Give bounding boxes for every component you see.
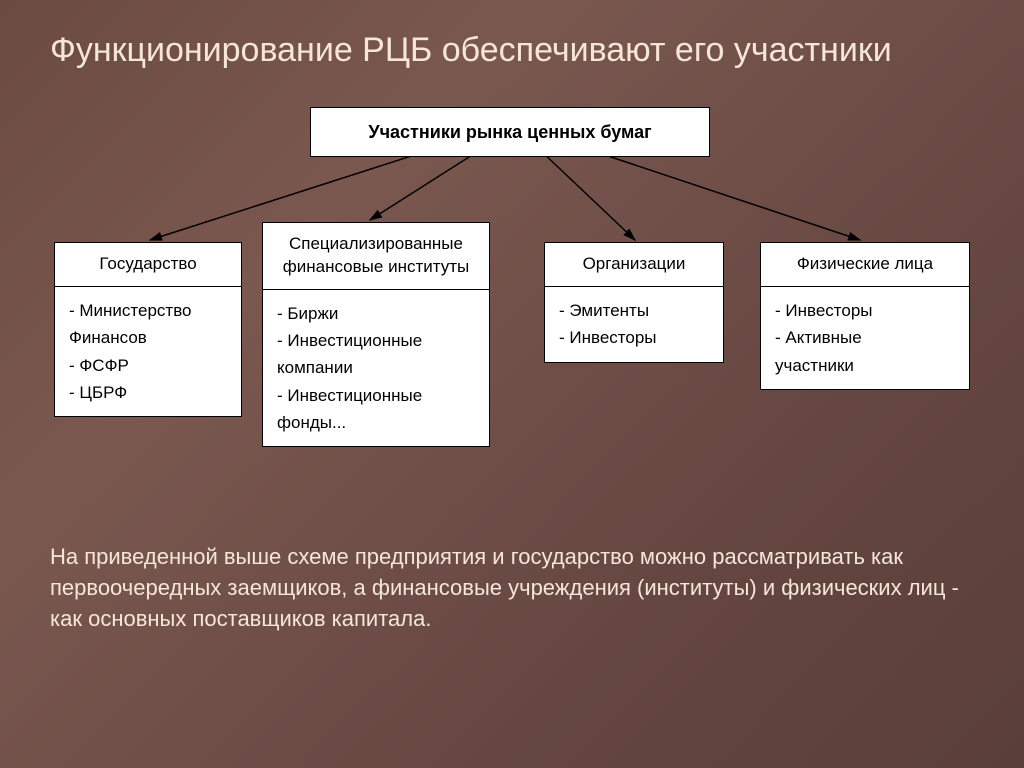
list-item: - ЦБРФ — [69, 379, 233, 406]
diagram-area: Участники рынка ценных бумаг Государство… — [0, 102, 1024, 532]
child-header: Организации — [545, 243, 723, 286]
list-item: - Министерство — [69, 297, 233, 324]
list-item: Финансов — [69, 324, 233, 351]
list-item: - Инвестиционные — [277, 382, 481, 409]
child-box-state: Государство - Министерство Финансов- ФСФ… — [54, 242, 242, 417]
list-item: - Активные — [775, 324, 961, 351]
list-item: участники — [775, 352, 961, 379]
child-body: - Инвесторы- Активные участники — [761, 286, 969, 389]
root-label: Участники рынка ценных бумаг — [311, 108, 709, 156]
child-box-institutes: Специализированные финансовые институты … — [262, 222, 490, 447]
list-item: - Инвесторы — [775, 297, 961, 324]
list-item: - ФСФР — [69, 352, 233, 379]
list-item: фонды... — [277, 409, 481, 436]
child-header: Государство — [55, 243, 241, 286]
arrow — [590, 150, 860, 240]
child-body: - Эмитенты- Инвесторы — [545, 286, 723, 361]
bottom-text: На приведенной выше схеме предприятия и … — [0, 532, 1024, 634]
child-header: Физические лица — [761, 243, 969, 286]
list-item: - Инвесторы — [559, 324, 715, 351]
list-item: - Биржи — [277, 300, 481, 327]
child-box-persons: Физические лица - Инвесторы- Активные уч… — [760, 242, 970, 390]
child-header: Специализированные финансовые институты — [263, 223, 489, 289]
child-body: - Министерство Финансов- ФСФР- ЦБРФ — [55, 286, 241, 416]
list-item: компании — [277, 354, 481, 381]
arrow — [540, 150, 635, 240]
list-item: - Инвестиционные — [277, 327, 481, 354]
arrow — [370, 150, 480, 220]
child-body: - Биржи- Инвестиционные компании- Инвест… — [263, 289, 489, 446]
child-box-orgs: Организации - Эмитенты- Инвесторы — [544, 242, 724, 362]
root-box: Участники рынка ценных бумаг — [310, 107, 710, 157]
list-item: - Эмитенты — [559, 297, 715, 324]
slide-title: Функционирование РЦБ обеспечивают его уч… — [0, 0, 1024, 82]
